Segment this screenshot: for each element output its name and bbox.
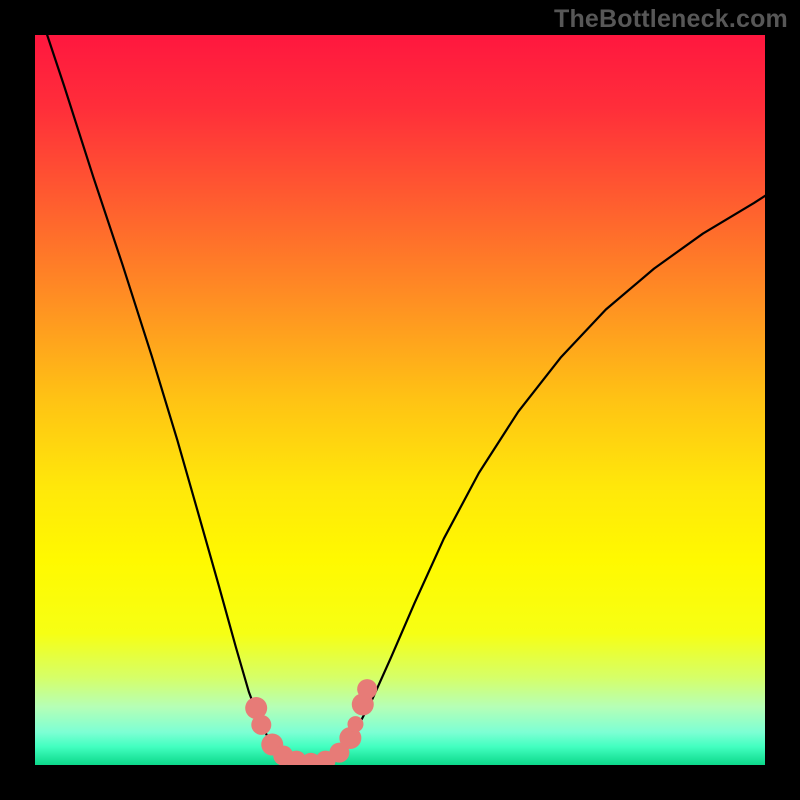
chart-gradient-background [35, 35, 765, 765]
curve-marker [357, 679, 377, 699]
curve-marker [251, 715, 271, 735]
curve-marker [347, 716, 363, 732]
bottleneck-chart [0, 0, 800, 800]
watermark-text: TheBottleneck.com [554, 5, 788, 34]
